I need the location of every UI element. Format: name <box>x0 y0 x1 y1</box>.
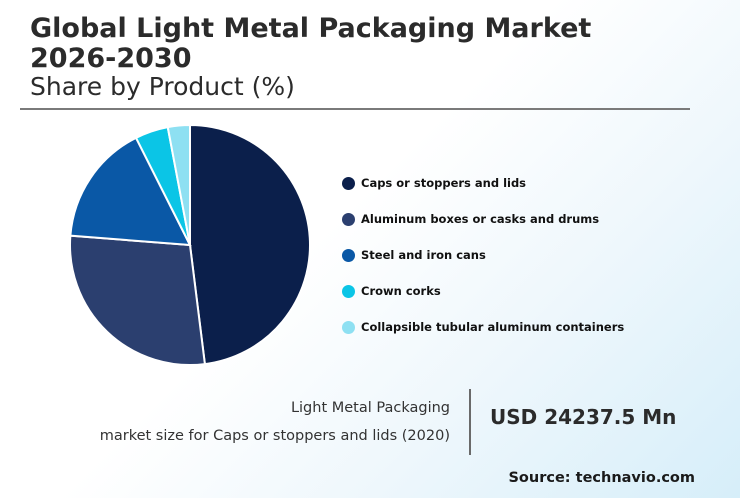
pie-slice-caps-or-stoppers-and-lids <box>189 123 311 366</box>
legend-swatch <box>342 248 355 262</box>
legend-item: Aluminum boxes or casks and drums <box>342 209 599 229</box>
legend-swatch <box>342 284 355 298</box>
chart-title: Global Light Metal Packaging Market 2026… <box>30 13 592 74</box>
legend-label: Collapsible tubular aluminum containers <box>361 320 625 334</box>
legend-item: Steel and iron cans <box>342 245 486 265</box>
metric-value: USD 24237.5 Mn <box>490 405 677 429</box>
legend-label: Aluminum boxes or casks and drums <box>361 212 600 226</box>
legend-label: Crown corks <box>361 284 441 298</box>
legend-item: Caps or stoppers and lids <box>342 173 526 193</box>
legend-label: Steel and iron cans <box>361 248 486 262</box>
legend-item: Collapsible tubular aluminum containers <box>342 317 624 337</box>
metric-label-line2: market size for Caps or stoppers and lid… <box>99 428 450 444</box>
pie-slice-steel-and-iron-cans <box>69 136 192 247</box>
source-credit: Source: technavio.com <box>508 470 695 486</box>
metric-divider <box>469 389 471 455</box>
legend-label: Caps or stoppers and lids <box>361 176 527 190</box>
chart-subtitle: Share by Product (%) <box>30 72 295 101</box>
pie-slice-aluminum-boxes-or-casks-and-drums <box>69 234 207 366</box>
metric-label-line1: Light Metal Packaging <box>290 400 450 416</box>
legend-item: Crown corks <box>342 281 441 301</box>
legend-swatch <box>342 320 355 334</box>
header-divider <box>20 108 690 110</box>
legend-swatch <box>342 176 355 190</box>
pie-slice-collapsible-tubular-aluminum-containers <box>166 123 191 246</box>
legend-swatch <box>342 212 355 226</box>
